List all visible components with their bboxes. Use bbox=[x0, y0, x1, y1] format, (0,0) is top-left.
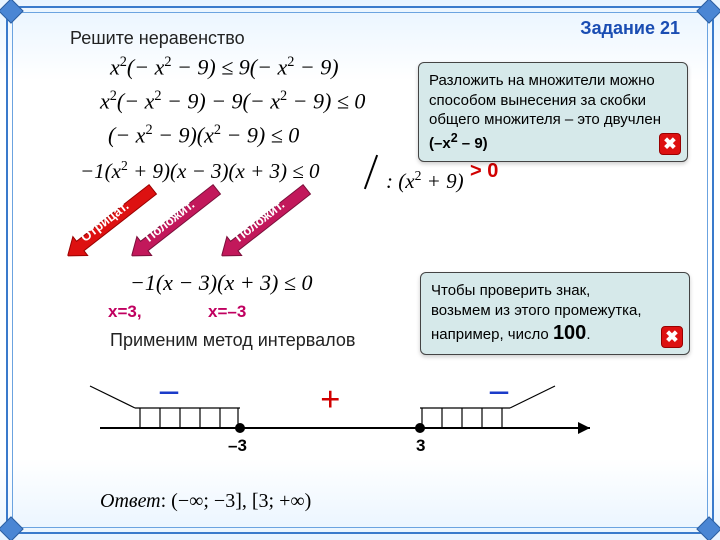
callout-factor-l4sup: 2 bbox=[451, 131, 458, 145]
divisor: : (x2 + 9) bbox=[358, 158, 464, 194]
answer: Ответ: (−∞; −3], [3; +∞) bbox=[100, 490, 311, 513]
callout-check-l3-suffix: . bbox=[586, 326, 590, 343]
equation-3: (− x2 − 9)(x2 − 9) ≤ 0 bbox=[108, 122, 299, 148]
slash-icon bbox=[358, 158, 386, 188]
corner-decor bbox=[0, 0, 24, 24]
callout-check-l2: возьмем из этого промежутка, bbox=[431, 301, 679, 321]
root-2: x=–3 bbox=[208, 302, 246, 322]
callout-check: Чтобы проверить знак, возьмем из этого п… bbox=[420, 272, 690, 355]
answer-text: : (−∞; −3], [3; +∞) bbox=[161, 490, 312, 512]
sign-neg-1: – bbox=[160, 368, 178, 410]
number-line: – + – –3 3 bbox=[70, 368, 630, 478]
equation-1: x2(− x2 − 9) ≤ 9(− x2 − 9) bbox=[110, 54, 339, 80]
method-text: Применим метод интервалов bbox=[110, 330, 355, 351]
callout-check-number: 100 bbox=[553, 322, 586, 344]
sign-neg-2: – bbox=[490, 368, 508, 410]
callout-factor-l4a: (–x bbox=[429, 135, 451, 152]
close-button[interactable]: ✖ bbox=[659, 133, 681, 155]
tick-label-neg3: –3 bbox=[228, 436, 247, 456]
corner-decor bbox=[696, 0, 720, 24]
answer-label: Ответ bbox=[100, 490, 161, 512]
callout-factor-l4: (–x2 – 9) bbox=[429, 130, 677, 154]
corner-decor bbox=[696, 516, 720, 540]
equation-5: −1(x − 3)(x + 3) ≤ 0 bbox=[130, 270, 312, 296]
callout-factor-l3: общего множителя – это двучлен bbox=[429, 110, 677, 130]
close-button[interactable]: ✖ bbox=[661, 326, 683, 348]
slide: Задание 21 Решите неравенство x2(− x2 − … bbox=[0, 0, 720, 540]
callout-check-l1: Чтобы проверить знак, bbox=[431, 281, 679, 301]
corner-decor bbox=[0, 516, 24, 540]
arrow-positive-2: Положит. bbox=[213, 177, 317, 267]
equation-2: x2(− x2 − 9) − 9(− x2 − 9) ≤ 0 bbox=[100, 88, 365, 114]
task-label: Задание 21 bbox=[580, 18, 680, 39]
equation-4: −1(x2 + 9)(x − 3)(x + 3) ≤ 0 bbox=[80, 158, 320, 184]
callout-check-l3-prefix: например, число bbox=[431, 326, 553, 343]
root-1: x=3, bbox=[108, 302, 142, 322]
sign-pos: + bbox=[320, 378, 341, 420]
positive-note: > 0 bbox=[470, 160, 498, 183]
callout-factor-l4b: – 9) bbox=[458, 135, 488, 152]
number-line-svg bbox=[70, 368, 630, 478]
tick-label-3: 3 bbox=[416, 436, 425, 456]
callout-check-l3: например, число 100. bbox=[431, 320, 679, 346]
callout-factor-l2: способом вынесения за скобки bbox=[429, 91, 677, 111]
callout-factor: Разложить на множители можно способом вы… bbox=[418, 62, 688, 162]
title: Решите неравенство bbox=[70, 28, 245, 49]
callout-factor-l1: Разложить на множители можно bbox=[429, 71, 677, 91]
